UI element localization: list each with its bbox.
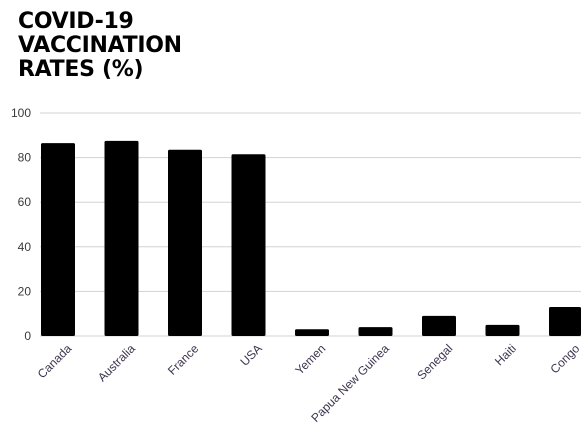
bar-congo (549, 307, 581, 336)
x-category-label: Senegal (414, 341, 455, 382)
bar-usa (231, 154, 266, 336)
bar-yemen (295, 329, 329, 336)
y-tick-label: 0 (24, 329, 31, 343)
bar-senegal (422, 315, 456, 336)
x-category-label: Yemen (292, 341, 328, 377)
y-tick-label: 40 (18, 240, 32, 254)
x-category-label: USA (237, 341, 264, 368)
bar-haiti (485, 324, 520, 336)
bar-australia (104, 140, 139, 336)
x-category-label: Congo (547, 341, 581, 376)
y-axis-tick-labels: 0 20 40 60 80 100 (11, 106, 31, 343)
x-category-label: Australia (95, 341, 138, 384)
x-category-label: Haiti (492, 341, 519, 368)
bar-papua-new-guinea (358, 327, 393, 336)
x-category-label: Canada (35, 341, 75, 381)
chart-title: COVID-19 VACCINATION RATES (%) (18, 9, 182, 82)
bar-canada (41, 143, 75, 336)
y-tick-label: 20 (18, 284, 32, 298)
y-tick-label: 60 (18, 195, 32, 209)
bars (41, 140, 581, 336)
y-tick-label: 80 (18, 151, 32, 165)
y-tick-label: 100 (11, 106, 31, 120)
x-category-label: France (165, 341, 202, 378)
bar-france (168, 149, 202, 336)
